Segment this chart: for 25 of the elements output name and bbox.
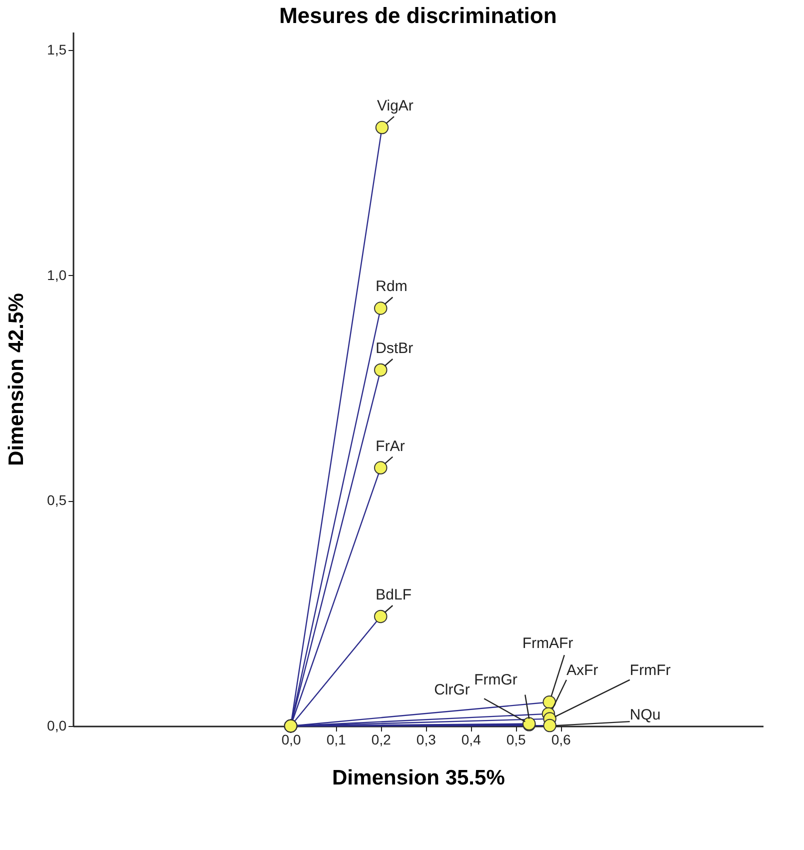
y-tick-label: 0,0 <box>47 718 67 734</box>
x-tick-label: 0,0 <box>281 732 302 748</box>
text: NQu <box>630 706 661 724</box>
x-axis-title: Dimension 35.5% <box>332 766 506 790</box>
text: FrmFr <box>630 662 671 679</box>
x-tick-label: 0,1 <box>326 732 346 748</box>
series-label: BdLF <box>376 586 412 604</box>
x-tick-label: 0,4 <box>461 732 482 748</box>
text: AxFr <box>566 662 598 679</box>
x-tick-label: 0,5 <box>506 732 526 748</box>
x-tick-label: 0,2 <box>371 732 392 748</box>
y-tick-label: 1,5 <box>47 42 67 58</box>
y-tick-label: 0,5 <box>47 492 67 508</box>
text: FrmAFr <box>522 635 574 652</box>
y-axis-title: Dimension 42.5% <box>5 292 28 466</box>
x-tick-label: 0,3 <box>416 732 436 748</box>
series-label: DstBr <box>376 340 414 357</box>
series-label: Rdm <box>376 278 408 296</box>
x-tick-label: 0,6 <box>551 732 572 748</box>
series-label: ClrGr <box>434 682 470 699</box>
y-tick-label: 1,0 <box>47 266 67 283</box>
chart-title: Mesures de discrimination <box>279 3 557 28</box>
text: FrmGr <box>474 672 518 689</box>
series-label: FrAr <box>376 438 405 455</box>
series-label: VigAr <box>377 98 414 115</box>
